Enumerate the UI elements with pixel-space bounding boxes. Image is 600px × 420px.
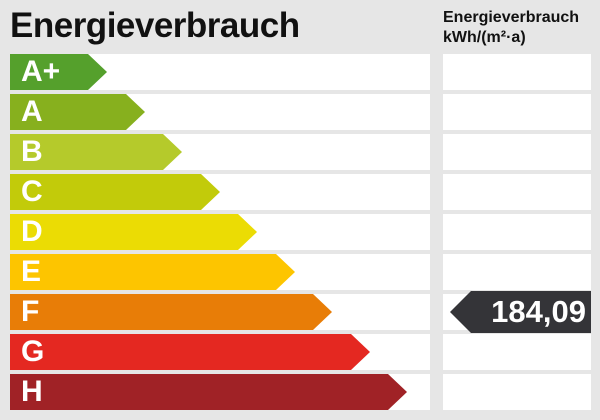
scale-row: C xyxy=(0,174,600,210)
class-label: C xyxy=(21,175,43,208)
scale-row: E xyxy=(0,254,600,290)
value-cell xyxy=(443,54,591,90)
value-cell xyxy=(443,334,591,370)
value-cell xyxy=(443,174,591,210)
class-arrow: H xyxy=(10,374,407,410)
value-indicator-arrow: 184,09 xyxy=(450,291,591,333)
class-label: D xyxy=(21,215,43,248)
class-label: A+ xyxy=(21,55,61,88)
class-label: F xyxy=(21,295,40,328)
scale-row: A+ xyxy=(0,54,600,90)
page-title: Energieverbrauch xyxy=(10,6,300,45)
class-label: A xyxy=(21,95,43,128)
class-label: E xyxy=(21,255,42,288)
scale-row: B xyxy=(0,134,600,170)
value-cell xyxy=(443,254,591,290)
class-label: H xyxy=(21,375,43,408)
class-arrow: F xyxy=(10,294,332,330)
class-arrow: B xyxy=(10,134,182,170)
class-arrow: D xyxy=(10,214,257,250)
scale-row: A xyxy=(0,94,600,130)
class-arrow: C xyxy=(10,174,220,210)
scale-row: G xyxy=(0,334,600,370)
unit-header-line2: kWh/(m²·a) xyxy=(443,29,526,46)
value-cell xyxy=(443,374,591,410)
scale-row: H xyxy=(0,374,600,410)
class-arrow: A+ xyxy=(10,54,107,90)
class-label: B xyxy=(21,135,43,168)
value-cell xyxy=(443,134,591,170)
scale-row: D xyxy=(0,214,600,250)
class-arrow: G xyxy=(10,334,370,370)
value-cell xyxy=(443,94,591,130)
unit-header-line1: Energieverbrauch xyxy=(443,9,580,26)
unit-header: Energieverbrauch kWh/(m²·a) xyxy=(443,8,579,48)
class-label: G xyxy=(21,335,45,368)
value-cell xyxy=(443,214,591,250)
scale-row: F 184,09 xyxy=(0,291,600,333)
class-arrow: E xyxy=(10,254,295,290)
class-arrow: A xyxy=(10,94,145,130)
